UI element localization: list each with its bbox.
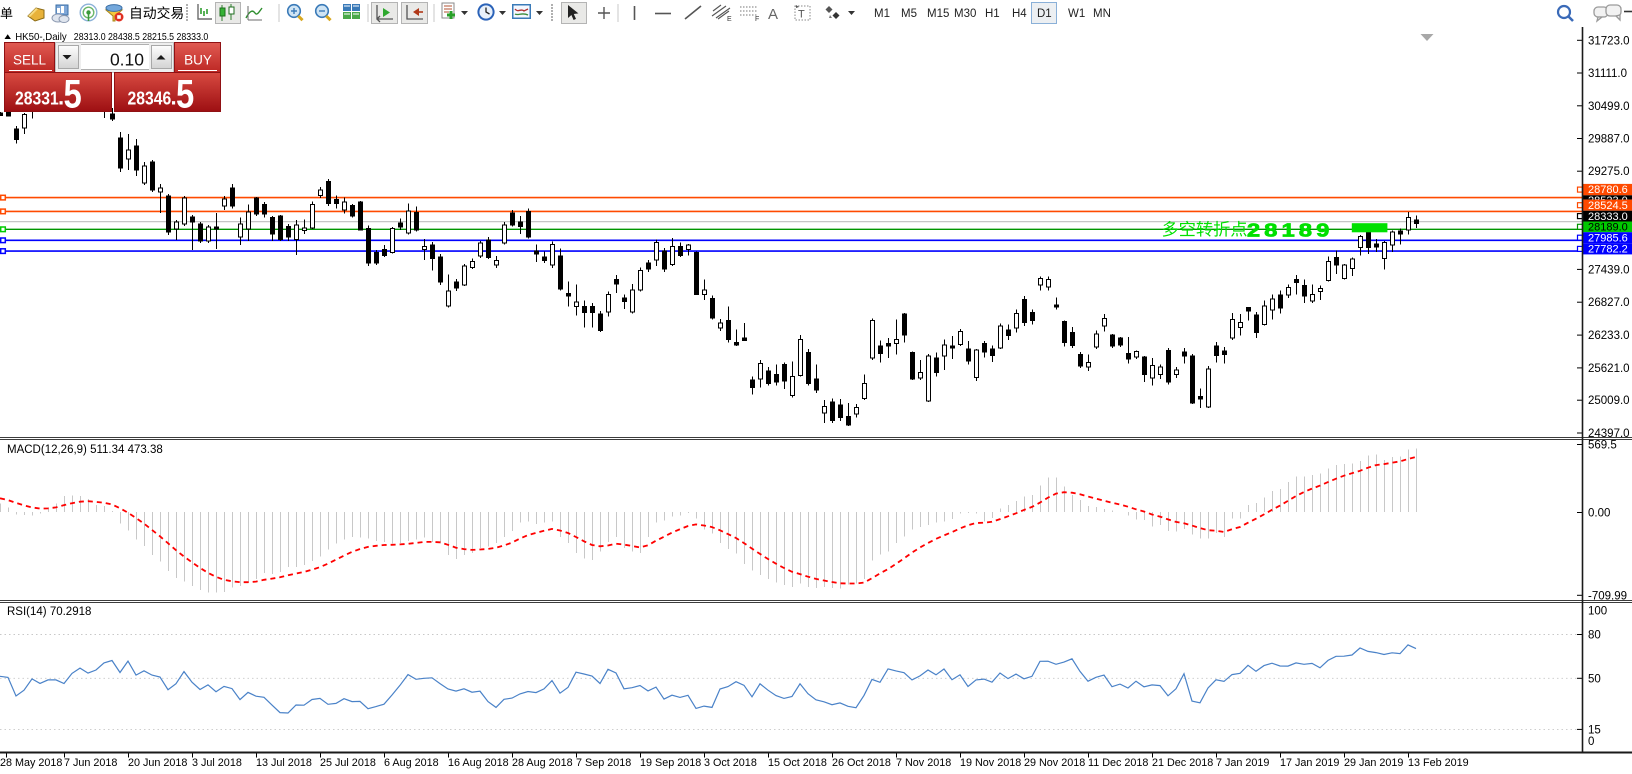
svg-text:15 Oct 2018: 15 Oct 2018	[768, 757, 827, 769]
svg-text:26827.0: 26827.0	[1588, 297, 1630, 309]
svg-text:24397.0: 24397.0	[1588, 428, 1630, 440]
svg-text:26 Oct 2018: 26 Oct 2018	[832, 757, 891, 769]
svg-text:15: 15	[1588, 724, 1601, 736]
svg-text:7 Jun 2018: 7 Jun 2018	[64, 757, 117, 769]
svg-text:80: 80	[1588, 630, 1601, 642]
svg-text:13 Jul 2018: 13 Jul 2018	[256, 757, 312, 769]
svg-text:-709.99: -709.99	[1588, 590, 1627, 602]
svg-text:27439.0: 27439.0	[1588, 264, 1630, 276]
svg-text:569.5: 569.5	[1588, 439, 1617, 451]
svg-text:T: T	[798, 9, 805, 21]
svg-text:.: .	[58, 85, 64, 110]
svg-text:7 Nov 2018: 7 Nov 2018	[896, 757, 951, 769]
svg-text:26233.0: 26233.0	[1588, 330, 1630, 342]
svg-text:29 Nov 2018: 29 Nov 2018	[1024, 757, 1085, 769]
svg-text:28524.5: 28524.5	[1588, 200, 1628, 212]
svg-text:30499.0: 30499.0	[1588, 101, 1630, 113]
svg-text:7 Sep 2018: 7 Sep 2018	[576, 757, 631, 769]
svg-text:25621.0: 25621.0	[1588, 363, 1630, 375]
svg-text:RSI(14) 70.2918: RSI(14) 70.2918	[7, 606, 91, 618]
svg-text:0.10: 0.10	[109, 50, 143, 70]
svg-text:M1: M1	[874, 8, 890, 20]
svg-text:D1: D1	[1037, 8, 1052, 20]
svg-text:100: 100	[1588, 606, 1607, 618]
svg-text:29275.0: 29275.0	[1588, 166, 1630, 178]
svg-text:31723.0: 31723.0	[1588, 35, 1630, 47]
svg-text:28780.6: 28780.6	[1588, 184, 1628, 196]
svg-text:5: 5	[63, 71, 81, 112]
svg-text:SELL: SELL	[12, 53, 46, 68]
svg-text:28189.0: 28189.0	[1588, 222, 1628, 234]
svg-text:29887.0: 29887.0	[1588, 134, 1630, 146]
svg-text:6 Aug 2018: 6 Aug 2018	[384, 757, 439, 769]
svg-text:M5: M5	[901, 8, 917, 20]
svg-text:16 Aug 2018: 16 Aug 2018	[448, 757, 509, 769]
svg-text:11 Dec 2018: 11 Dec 2018	[1088, 757, 1148, 769]
svg-text:0.00: 0.00	[1588, 508, 1610, 520]
svg-text:28 Aug 2018: 28 Aug 2018	[512, 757, 573, 769]
svg-text:28333.0: 28333.0	[1588, 211, 1628, 223]
svg-text:25 Jul 2018: 25 Jul 2018	[320, 757, 376, 769]
svg-text:5: 5	[176, 71, 194, 112]
svg-text:28523.0: 28523.0	[1588, 195, 1628, 207]
svg-text:A: A	[768, 6, 778, 23]
svg-text:28189: 28189	[1247, 220, 1334, 241]
svg-text:MACD(12,26,9) 511.34 473.38: MACD(12,26,9) 511.34 473.38	[7, 444, 163, 456]
svg-text:29 Jan 2019: 29 Jan 2019	[1344, 757, 1403, 769]
svg-text:BUY: BUY	[184, 53, 212, 68]
svg-text:27782.2: 27782.2	[1588, 244, 1628, 256]
svg-text:19 Nov 2018: 19 Nov 2018	[960, 757, 1021, 769]
svg-text:28313.0 28438.5 28215.5 28333.: 28313.0 28438.5 28215.5 28333.0	[74, 31, 209, 43]
svg-text:28 May 2018: 28 May 2018	[0, 757, 62, 769]
svg-text:13 Feb 2019: 13 Feb 2019	[1408, 757, 1469, 769]
svg-text:3 Jul 2018: 3 Jul 2018	[192, 757, 242, 769]
svg-text:.: .	[170, 85, 176, 110]
svg-text:7 Jan 2019: 7 Jan 2019	[1216, 757, 1269, 769]
svg-text:20 Jun 2018: 20 Jun 2018	[128, 757, 187, 769]
svg-text:21 Dec 2018: 21 Dec 2018	[1152, 757, 1213, 769]
svg-text:MN: MN	[1093, 8, 1111, 20]
svg-text:28331: 28331	[15, 87, 59, 109]
svg-text:25009.0: 25009.0	[1588, 395, 1630, 407]
svg-text:19 Sep 2018: 19 Sep 2018	[640, 757, 701, 769]
svg-text:50: 50	[1588, 673, 1601, 685]
svg-text:31111.0: 31111.0	[1588, 68, 1627, 80]
svg-text:0: 0	[1588, 736, 1594, 748]
svg-text:H4: H4	[1012, 8, 1027, 20]
svg-text:E: E	[727, 16, 732, 23]
svg-text:M15: M15	[927, 8, 949, 20]
svg-text:M30: M30	[954, 8, 976, 20]
svg-text:HK50-,Daily: HK50-,Daily	[15, 31, 67, 43]
svg-text:3 Oct 2018: 3 Oct 2018	[704, 757, 757, 769]
svg-text:27985.6: 27985.6	[1588, 232, 1628, 244]
svg-text:W1: W1	[1068, 8, 1085, 20]
svg-text:28346: 28346	[127, 87, 171, 109]
svg-text:F: F	[755, 16, 759, 23]
svg-text:17 Jan 2019: 17 Jan 2019	[1280, 757, 1339, 769]
svg-text:H1: H1	[985, 8, 1000, 20]
